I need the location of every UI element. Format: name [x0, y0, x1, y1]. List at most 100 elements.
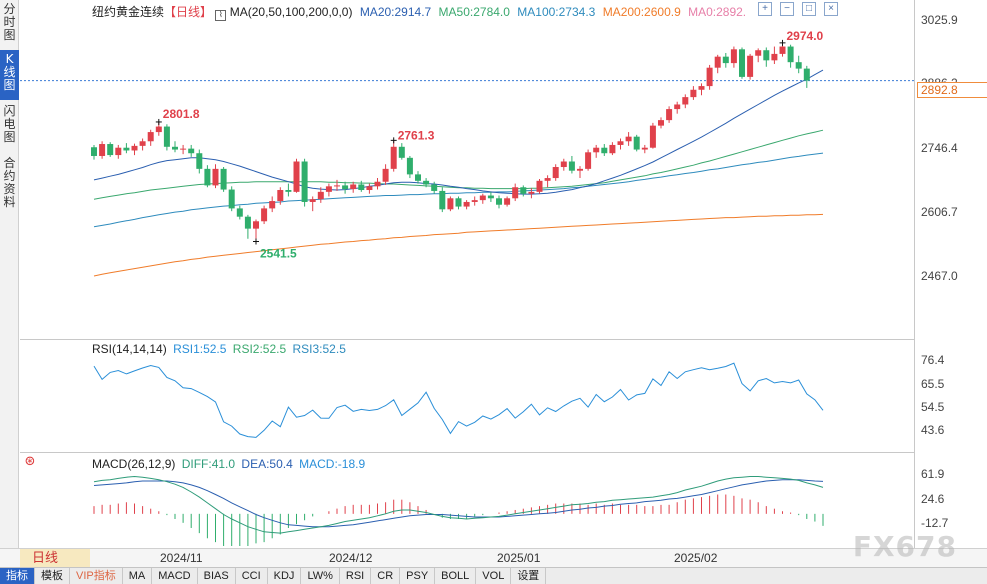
candle-body — [366, 186, 373, 191]
candle-body — [415, 174, 421, 181]
tab-vol[interactable]: VOL — [476, 568, 512, 584]
tab-timeshare[interactable]: 分时图 — [3, 2, 16, 42]
crosshair-settings-icon[interactable]: ⊛ — [24, 453, 36, 468]
candle-body — [706, 67, 713, 87]
tab-lw[interactable]: LW% — [301, 568, 340, 584]
tab-templates[interactable]: 模板 — [35, 568, 70, 584]
candle-body — [390, 146, 397, 169]
ma200-value: MA200:2600.9 — [602, 5, 681, 19]
candle-body — [261, 208, 268, 222]
candle-body — [763, 50, 770, 61]
candle-body — [91, 147, 97, 156]
candle-body — [771, 53, 778, 61]
tab-psy[interactable]: PSY — [400, 568, 436, 584]
candle-body — [536, 180, 543, 192]
tab-kline[interactable]: K线图 — [0, 50, 19, 100]
candle-body — [690, 89, 697, 98]
candle-body — [747, 55, 754, 77]
macd-dea-value: DEA:50.4 — [241, 457, 293, 471]
candle-body — [739, 49, 745, 77]
chart-area[interactable]: 2801.8 2541.5 2761.3 2974.0 纽约黄金连续【日线】 ⌇ MA… — [20, 0, 914, 548]
candle-body — [730, 49, 737, 64]
tab-contract-info[interactable]: 合约资料 — [3, 156, 16, 209]
candle-body — [155, 126, 162, 133]
macd-params[interactable]: MACD(26,12,9) — [92, 457, 176, 471]
candle-body — [795, 62, 802, 69]
macd-hist-value: MACD:-18.9 — [299, 457, 366, 471]
candle-body — [398, 146, 405, 158]
swing-low-label: 2541.5 — [260, 247, 297, 261]
candle-body — [293, 161, 300, 192]
candle-body — [277, 190, 284, 202]
tab-bias[interactable]: BIAS — [198, 568, 236, 584]
macd-dea-line — [93, 479, 824, 528]
ma0-value: MA0:2892. — [688, 5, 747, 19]
candle-body — [204, 168, 211, 186]
tab-cci[interactable]: CCI — [236, 568, 268, 584]
swing-high-label: 2801.8 — [163, 107, 200, 121]
expand-icon[interactable]: + — [758, 2, 772, 16]
macd-diff-line — [93, 475, 824, 534]
candle-body — [285, 190, 292, 192]
period-selector-button[interactable]: 日线 — [20, 549, 90, 567]
rsi-params[interactable]: RSI(14,14,14) — [92, 342, 167, 356]
current-price-tag: 2892.8 — [917, 82, 987, 98]
candle-body — [617, 141, 624, 145]
tab-settings[interactable]: 设置 — [511, 568, 547, 584]
ma-params[interactable]: MA(20,50,100,200,0,0) — [229, 5, 353, 19]
tab-macd[interactable]: MACD — [152, 568, 198, 584]
candle-body — [447, 198, 454, 210]
candle-body — [423, 180, 430, 185]
tab-indicators[interactable]: 指标 — [0, 568, 35, 584]
candle-body — [779, 46, 786, 54]
candle-body — [115, 147, 122, 156]
tab-vip-indicators[interactable]: VIP指标 — [70, 568, 123, 584]
candle-body — [163, 126, 170, 147]
close-icon[interactable]: × — [824, 2, 838, 16]
candle-body — [552, 167, 559, 179]
candle-body — [107, 144, 114, 156]
candle-body — [131, 145, 138, 151]
rsi-tick: 43.6 — [921, 423, 945, 437]
candle-body — [147, 132, 154, 142]
candle-body — [722, 56, 729, 64]
candle-body — [544, 178, 551, 181]
window-icon[interactable]: □ — [802, 2, 816, 16]
kline-chart-canvas[interactable]: 2801.8 2541.5 2761.3 2974.0 — [20, 0, 914, 548]
rsi-legend: RSI(14,14,14) RSI1:52.5 RSI2:52.5 RSI3:5… — [92, 342, 346, 356]
tab-cr[interactable]: CR — [371, 568, 401, 584]
candle-body — [601, 147, 608, 154]
candle-body — [455, 198, 462, 207]
date-label: 2024/12 — [329, 551, 373, 565]
tab-kdj[interactable]: KDJ — [268, 568, 302, 584]
tab-rsi[interactable]: RSI — [340, 568, 372, 584]
macd-diff-value: DIFF:41.0 — [181, 457, 236, 471]
candle-body — [787, 46, 794, 63]
candle-body — [406, 157, 413, 175]
shrink-icon[interactable]: − — [780, 2, 794, 16]
candle-body — [479, 195, 486, 201]
tab-boll[interactable]: BOLL — [435, 568, 477, 584]
candle-body — [609, 144, 616, 154]
candle-body — [236, 208, 243, 217]
instrument-name: 纽约黄金连续 — [92, 5, 165, 19]
ma50-value: MA50:2784.0 — [438, 5, 510, 19]
tab-ma[interactable]: MA — [123, 568, 153, 584]
candle-body — [139, 141, 146, 146]
candle-body — [212, 168, 219, 186]
period-tag: 【日线】 — [164, 5, 213, 19]
candle-body — [188, 148, 195, 154]
candle-body — [196, 153, 203, 169]
indicator-icon[interactable]: ⌇ — [215, 10, 227, 21]
candle-body — [658, 120, 664, 126]
candle-body — [520, 187, 527, 194]
watermark-logo: FX678 — [852, 530, 957, 563]
candle-body — [625, 136, 632, 142]
price-tick: 2606.7 — [921, 205, 958, 219]
rsi1-value: RSI1:52.5 — [173, 342, 227, 356]
tab-tick-chart[interactable]: 闪电图 — [3, 104, 16, 144]
candle-body — [560, 161, 567, 168]
candle-body — [382, 168, 389, 182]
chart-type-tabs: 分时图 K线图 闪电图 合约资料 — [0, 0, 19, 548]
price-tick: 2746.4 — [921, 141, 958, 155]
